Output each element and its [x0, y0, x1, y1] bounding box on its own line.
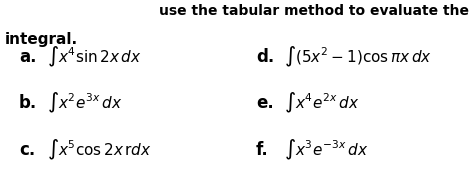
Text: $\int x^2 e^{3x}\, dx$: $\int x^2 e^{3x}\, dx$ [47, 91, 123, 115]
Text: use the tabular method to evaluate the: use the tabular method to evaluate the [159, 4, 469, 18]
Text: $\int (5x^2 - 1)\cos \pi x\, dx$: $\int (5x^2 - 1)\cos \pi x\, dx$ [284, 45, 432, 69]
Text: e.: e. [256, 94, 273, 112]
Text: b.: b. [19, 94, 37, 112]
Text: f.: f. [256, 141, 269, 159]
Text: $\int x^4 e^{2x}\, dx$: $\int x^4 e^{2x}\, dx$ [284, 91, 360, 115]
Text: c.: c. [19, 141, 35, 159]
Text: integral.: integral. [5, 32, 78, 47]
Text: $\int x^3 e^{-3x}\, dx$: $\int x^3 e^{-3x}\, dx$ [284, 138, 369, 162]
Text: $\int x^5 \cos 2x\, \mathrm{r}dx$: $\int x^5 \cos 2x\, \mathrm{r}dx$ [47, 138, 152, 162]
Text: a.: a. [19, 48, 36, 66]
Text: d.: d. [256, 48, 274, 66]
Text: $\int x^4 \sin 2x\, dx$: $\int x^4 \sin 2x\, dx$ [47, 45, 142, 69]
